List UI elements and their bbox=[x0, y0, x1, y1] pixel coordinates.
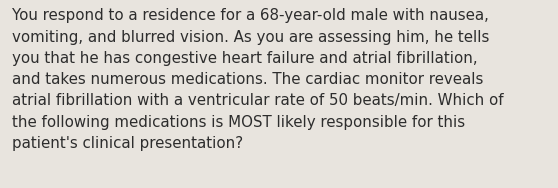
Text: You respond to a residence for a 68-year-old male with nausea,
vomiting, and blu: You respond to a residence for a 68-year… bbox=[12, 8, 504, 151]
